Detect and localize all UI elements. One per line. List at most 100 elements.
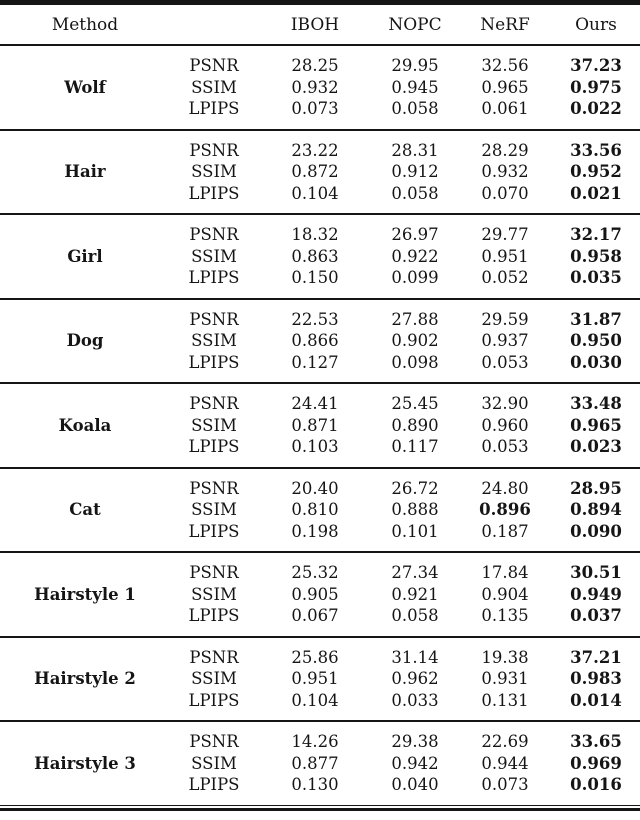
metric-label: SSIM [191,669,237,688]
method-section-hair: Hair PSNR 23.22 28.31 28.29 33.56 SSIM 0.872 0.9… [0,131,640,215]
value-nopc-ssim: 0.902 [391,331,439,350]
value-iboh-lpips: 0.104 [291,690,339,710]
value-ours-ssim: 0.975 [570,77,622,97]
metric-label: PSNR [189,140,239,160]
value-iboh-psnr: 25.32 [291,563,339,582]
value-ours-psnr: 33.48 [570,394,622,413]
value-nerf-lpips: 0.053 [481,352,529,372]
value-nopc-lpips: 0.033 [391,690,439,710]
value-nopc-lpips: 0.058 [391,606,439,625]
value-nopc-psnr: 31.14 [391,647,439,667]
value-nerf-psnr: 32.56 [481,56,529,75]
value-nopc-ssim: 0.942 [391,753,439,773]
value-iboh-psnr: 14.26 [291,732,339,751]
value-ours-ssim: 0.894 [570,500,622,519]
value-ours-psnr: 30.51 [570,563,622,582]
value-nopc-ssim: 0.922 [391,246,439,266]
value-nopc-psnr: 25.45 [391,394,439,413]
value-ours-lpips: 0.090 [570,521,622,541]
value-iboh-ssim: 0.810 [291,500,339,519]
value-iboh-lpips: 0.073 [291,99,339,118]
value-nopc-ssim: 0.888 [391,500,439,519]
metric-label: LPIPS [188,352,240,372]
value-ours-ssim: 0.949 [570,584,622,604]
value-nerf-lpips: 0.135 [481,606,529,625]
value-nopc-lpips: 0.098 [391,352,439,372]
value-nerf-ssim: 0.932 [481,162,529,181]
metric-label: PSNR [189,563,239,582]
metric-label: PSNR [189,647,239,667]
metric-label: LPIPS [188,521,240,541]
metric-label: LPIPS [188,690,240,710]
value-iboh-ssim: 0.866 [291,331,339,350]
value-nopc-ssim: 0.962 [391,669,439,688]
value-iboh-lpips: 0.127 [291,352,339,372]
value-iboh-lpips: 0.130 [291,775,339,794]
value-nopc-psnr: 27.34 [391,563,439,582]
value-nopc-lpips: 0.117 [391,437,439,456]
method-name: Dog [66,331,104,350]
top-rule [0,0,640,5]
value-nerf-lpips: 0.131 [481,690,529,710]
value-nerf-psnr: 28.29 [481,140,529,160]
metric-label: PSNR [189,56,239,75]
value-nopc-ssim: 0.921 [391,584,439,604]
metric-label: PSNR [189,394,239,413]
value-iboh-lpips: 0.104 [291,183,339,203]
value-iboh-lpips: 0.150 [291,268,339,287]
method-name: Wolf [64,77,106,97]
value-ours-psnr: 32.17 [570,225,622,244]
value-nerf-psnr: 19.38 [481,647,529,667]
value-nerf-psnr: 32.90 [481,394,529,413]
value-ours-ssim: 0.958 [570,246,622,266]
column-header-iboh: IBOH [290,14,340,35]
metric-label: LPIPS [188,183,240,203]
value-nopc-lpips: 0.099 [391,268,439,287]
value-nopc-ssim: 0.912 [391,162,439,181]
metric-label: SSIM [191,753,237,773]
metric-label: LPIPS [188,99,240,118]
value-ours-lpips: 0.023 [570,437,622,456]
value-iboh-psnr: 20.40 [291,478,339,498]
metric-label: SSIM [191,584,237,604]
metric-label: PSNR [189,309,239,329]
value-nopc-lpips: 0.040 [391,775,439,794]
value-nerf-lpips: 0.070 [481,183,529,203]
method-name: Hair [64,162,106,181]
metric-label: PSNR [189,732,239,751]
value-iboh-ssim: 0.863 [291,246,339,266]
method-name: Hairstyle 2 [34,669,136,688]
value-nerf-psnr: 29.59 [481,309,529,329]
value-nopc-psnr: 29.38 [391,732,439,751]
column-header-nerf: NeRF [480,14,530,35]
value-ours-psnr: 37.23 [570,56,622,75]
value-nopc-ssim: 0.890 [391,415,439,435]
method-section-hairstyle-1: Hairstyle 1 PSNR 25.32 27.34 17.84 30.51 SSIM 0… [0,553,640,638]
value-nerf-ssim: 0.960 [481,415,529,435]
value-nerf-lpips: 0.053 [481,437,529,456]
value-nerf-lpips: 0.073 [481,775,529,794]
value-ours-ssim: 0.950 [570,331,622,350]
value-ours-psnr: 37.21 [570,647,622,667]
value-iboh-lpips: 0.103 [291,437,339,456]
value-ours-psnr: 33.65 [570,732,622,751]
value-ours-lpips: 0.014 [570,690,622,710]
value-nopc-psnr: 26.72 [391,478,439,498]
method-section-hairstyle-2: Hairstyle 2 PSNR 25.86 31.14 19.38 37.21 SSIM 0… [0,638,640,722]
value-nerf-psnr: 22.69 [481,732,529,751]
value-nopc-lpips: 0.058 [391,99,439,118]
metric-label: SSIM [191,246,237,266]
value-iboh-psnr: 24.41 [291,394,339,413]
metric-label: SSIM [191,415,237,435]
metric-label: SSIM [191,162,237,181]
value-iboh-psnr: 22.53 [291,309,339,329]
value-ours-lpips: 0.021 [570,183,622,203]
value-ours-ssim: 0.983 [570,669,622,688]
method-name: Cat [69,500,101,519]
value-ours-lpips: 0.035 [570,268,622,287]
column-header-ours: Ours [575,14,617,35]
value-iboh-psnr: 28.25 [291,56,339,75]
method-section-girl: Girl PSNR 18.32 26.97 29.77 32.17 SSIM 0.863 0.9… [0,215,640,300]
value-nerf-ssim: 0.944 [481,753,529,773]
method-name: Hairstyle 1 [34,584,136,604]
